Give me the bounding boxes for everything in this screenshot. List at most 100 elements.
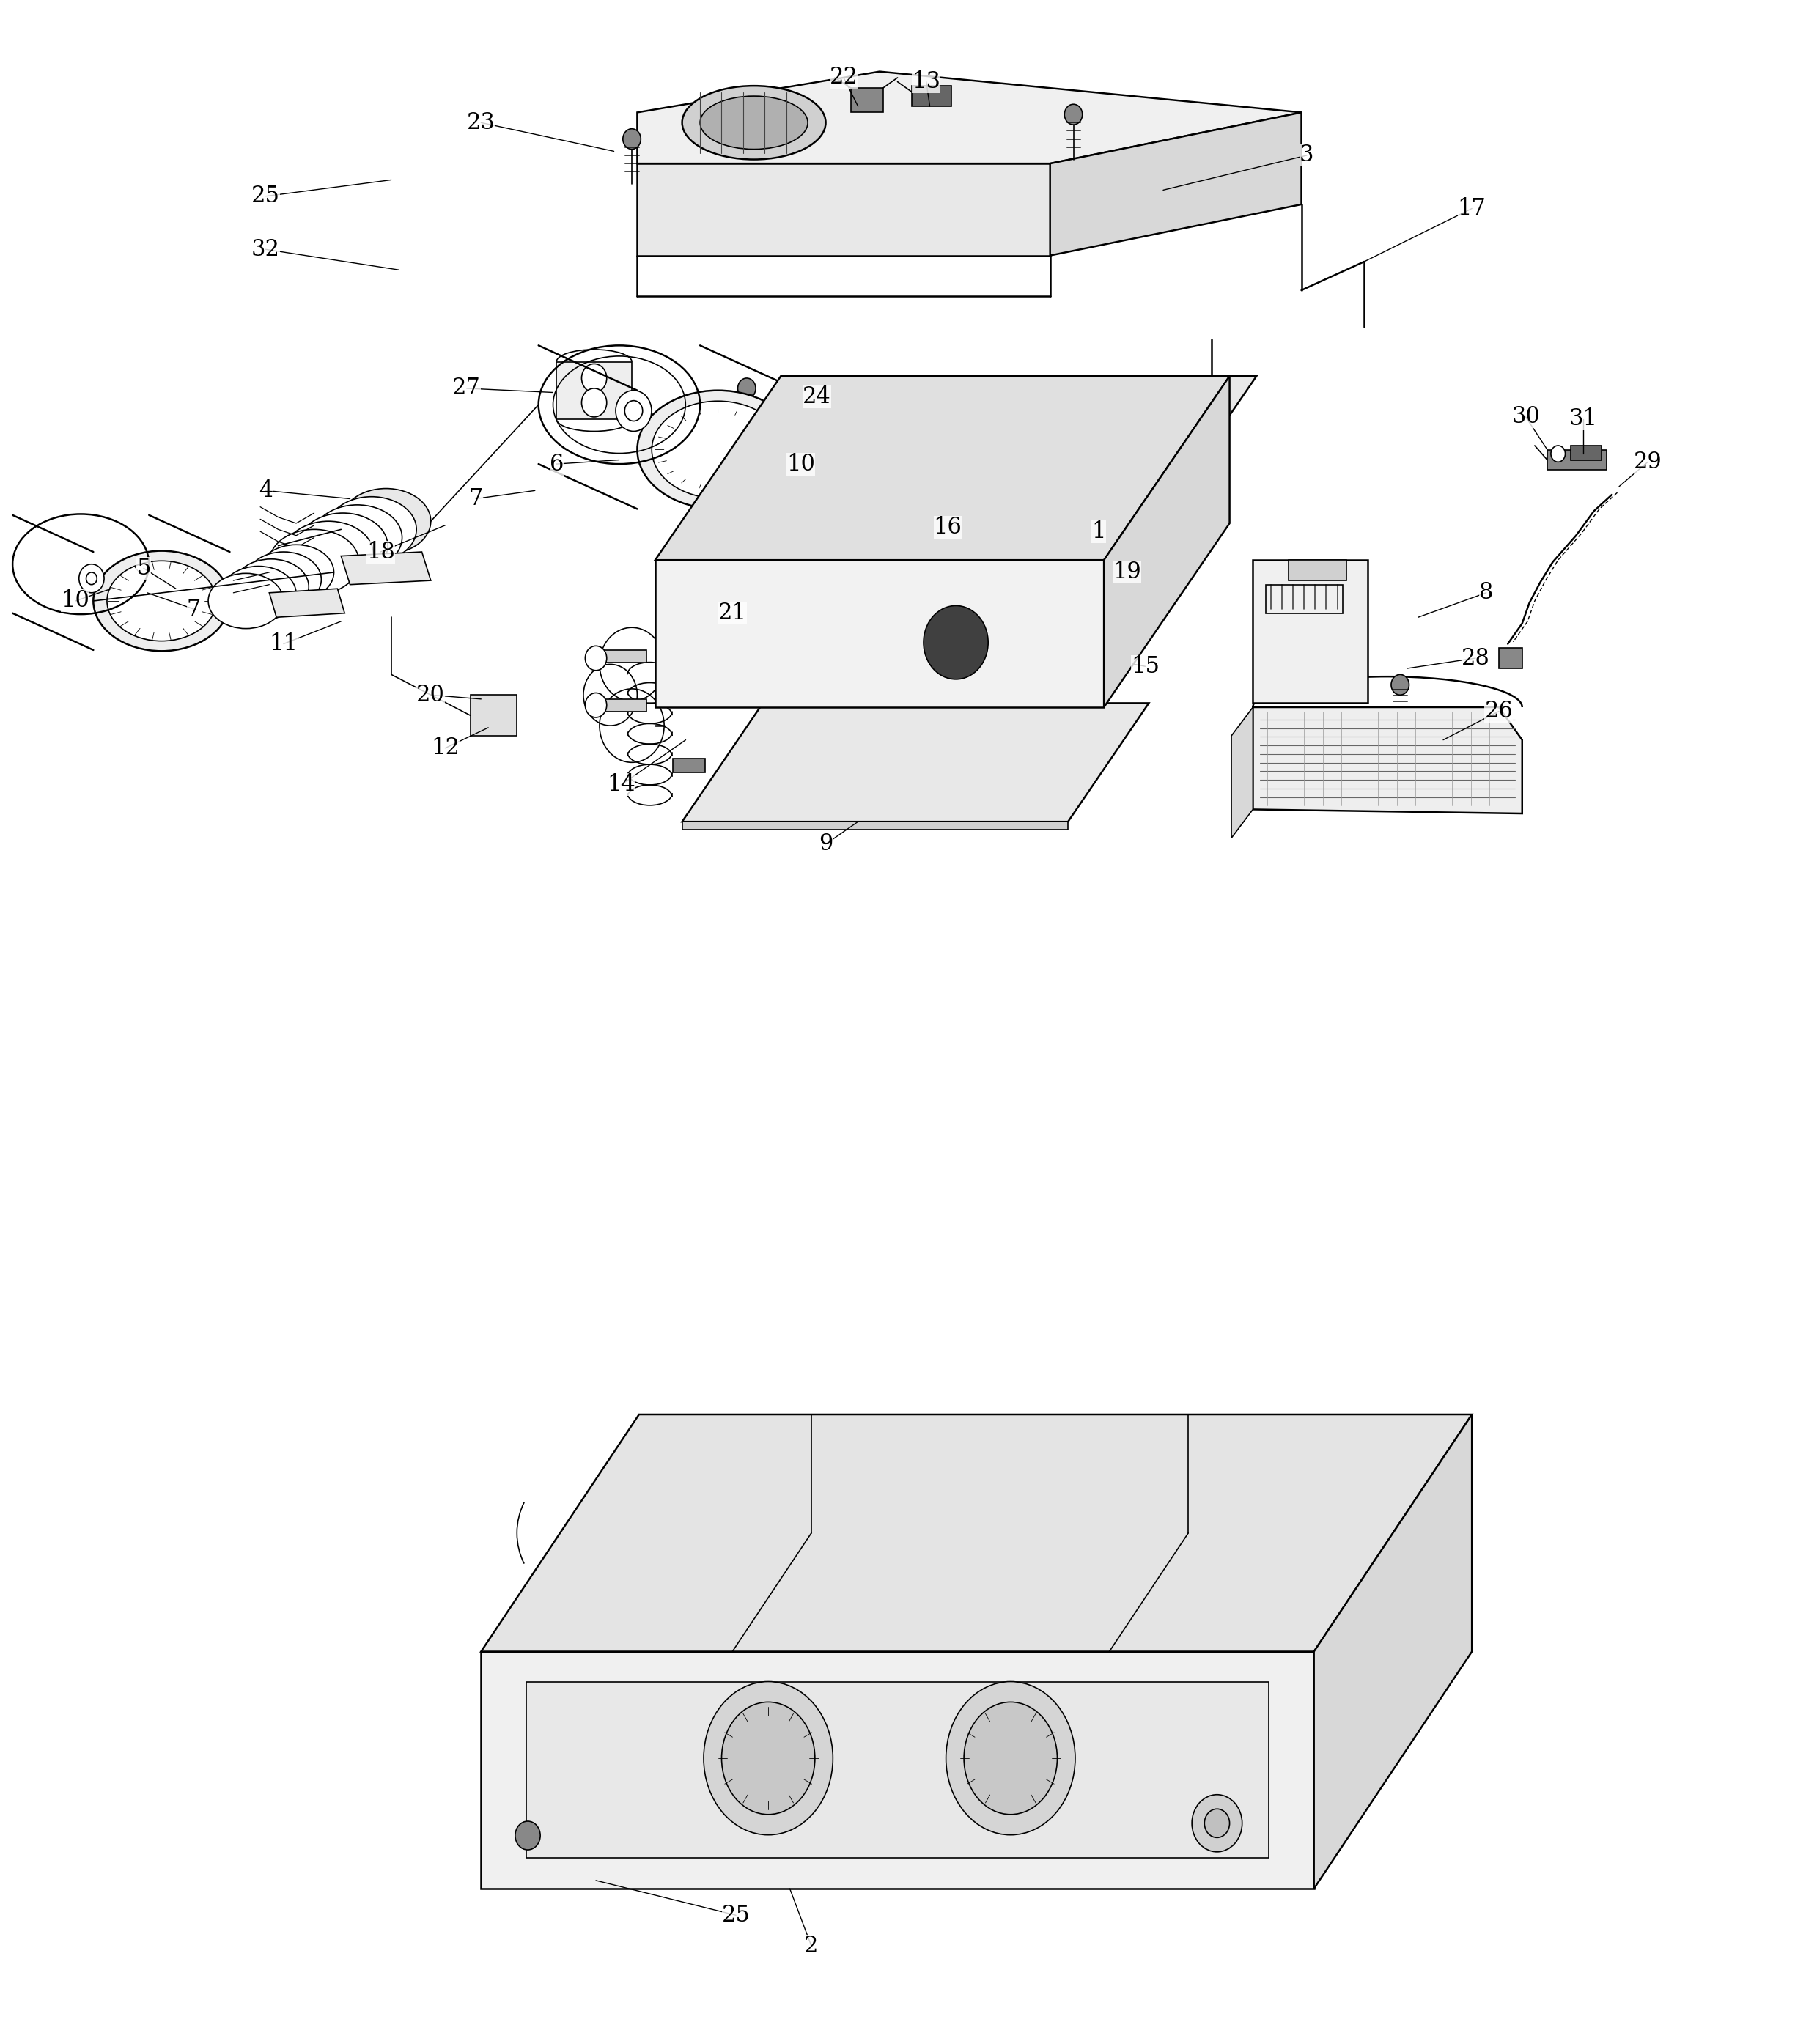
Polygon shape [1314, 1414, 1472, 1889]
Polygon shape [655, 376, 1230, 560]
Text: 5: 5 [136, 556, 151, 580]
Ellipse shape [946, 1682, 1075, 1836]
Circle shape [86, 572, 97, 585]
Text: 10: 10 [786, 452, 815, 476]
Text: 8: 8 [1479, 580, 1493, 605]
Polygon shape [1289, 560, 1346, 580]
Circle shape [1391, 675, 1409, 695]
Polygon shape [637, 164, 1050, 256]
Text: 7: 7 [468, 486, 483, 511]
Ellipse shape [208, 572, 284, 630]
Polygon shape [786, 507, 1167, 515]
Polygon shape [1253, 707, 1522, 814]
Polygon shape [592, 650, 646, 662]
Polygon shape [269, 589, 345, 617]
Circle shape [582, 388, 607, 417]
Ellipse shape [700, 96, 808, 149]
Circle shape [79, 564, 104, 593]
Text: 15: 15 [1131, 654, 1160, 679]
Ellipse shape [652, 401, 784, 499]
Text: 11: 11 [269, 632, 298, 656]
Text: 3: 3 [1300, 143, 1314, 168]
Text: 25: 25 [251, 184, 280, 208]
Text: 18: 18 [366, 540, 395, 564]
Ellipse shape [298, 513, 388, 578]
Polygon shape [655, 560, 1104, 707]
Text: 19: 19 [1113, 560, 1142, 585]
Text: 23: 23 [467, 110, 495, 135]
Polygon shape [1571, 446, 1601, 460]
Text: 29: 29 [1633, 450, 1662, 474]
Circle shape [1204, 1809, 1230, 1838]
Text: 31: 31 [1569, 407, 1598, 431]
Polygon shape [1253, 560, 1368, 703]
Text: 9: 9 [819, 832, 833, 856]
Polygon shape [592, 699, 646, 711]
Polygon shape [673, 758, 705, 773]
Text: 12: 12 [431, 736, 460, 760]
Circle shape [585, 693, 607, 717]
Circle shape [623, 129, 641, 149]
Polygon shape [786, 376, 1256, 507]
Polygon shape [637, 72, 1301, 164]
Polygon shape [470, 695, 517, 736]
Text: 2: 2 [804, 1934, 819, 1958]
Circle shape [1192, 1795, 1242, 1852]
Ellipse shape [637, 390, 799, 509]
Circle shape [1064, 104, 1082, 125]
Circle shape [738, 378, 756, 399]
Circle shape [1551, 446, 1565, 462]
Circle shape [923, 605, 989, 679]
Text: 10: 10 [61, 589, 90, 613]
Text: 16: 16 [933, 515, 962, 540]
Text: 27: 27 [452, 376, 481, 401]
Text: 4: 4 [258, 478, 273, 503]
Text: 13: 13 [912, 69, 941, 94]
Text: 17: 17 [1458, 196, 1486, 221]
Text: 25: 25 [722, 1903, 750, 1927]
Polygon shape [1104, 376, 1230, 707]
Circle shape [585, 646, 607, 670]
Ellipse shape [246, 552, 321, 607]
Text: 7: 7 [187, 597, 201, 621]
Text: 14: 14 [607, 773, 635, 797]
Text: 6: 6 [549, 452, 564, 476]
Polygon shape [1547, 450, 1607, 470]
Polygon shape [481, 1414, 1472, 1652]
Ellipse shape [704, 1682, 833, 1836]
Polygon shape [341, 552, 431, 585]
Polygon shape [1499, 648, 1522, 668]
Circle shape [515, 1821, 540, 1850]
Ellipse shape [233, 558, 309, 613]
Polygon shape [682, 822, 1068, 830]
Ellipse shape [93, 550, 230, 650]
Polygon shape [556, 362, 632, 419]
Text: 1: 1 [1091, 519, 1106, 544]
Text: 26: 26 [1484, 699, 1513, 724]
Text: 20: 20 [416, 683, 445, 707]
Ellipse shape [341, 489, 431, 554]
Circle shape [625, 401, 643, 421]
Text: 21: 21 [718, 601, 747, 625]
Text: 22: 22 [829, 65, 858, 90]
Ellipse shape [221, 566, 296, 621]
Ellipse shape [327, 497, 416, 562]
Ellipse shape [682, 86, 826, 159]
Text: 30: 30 [1511, 405, 1540, 429]
Polygon shape [1231, 707, 1253, 838]
Ellipse shape [108, 560, 215, 642]
Ellipse shape [722, 1703, 815, 1815]
Text: 28: 28 [1461, 646, 1490, 670]
Ellipse shape [284, 521, 373, 587]
Polygon shape [526, 1682, 1269, 1858]
Polygon shape [1050, 112, 1301, 256]
Ellipse shape [312, 505, 402, 570]
Ellipse shape [269, 529, 359, 595]
Polygon shape [481, 1652, 1314, 1889]
Circle shape [582, 364, 607, 392]
Text: 32: 32 [251, 237, 280, 262]
Polygon shape [912, 86, 951, 106]
Text: 24: 24 [802, 384, 831, 409]
Ellipse shape [258, 544, 334, 601]
Polygon shape [682, 703, 1149, 822]
